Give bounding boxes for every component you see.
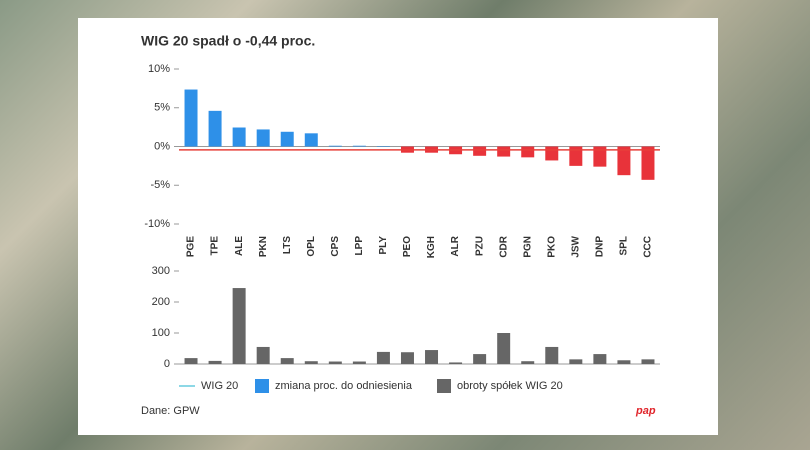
bar — [376, 351, 390, 364]
x-tick-label: ALE — [234, 236, 245, 256]
x-tick-label: JSW — [570, 235, 581, 257]
bar — [449, 362, 463, 364]
panel — [78, 18, 718, 435]
legend-label: obroty spółek WIG 20 — [457, 380, 563, 392]
bar — [232, 127, 246, 147]
bar — [232, 288, 246, 364]
bar — [425, 350, 439, 364]
bar — [545, 146, 559, 161]
bar — [208, 360, 222, 364]
legend-swatch — [255, 379, 269, 393]
x-tick-label: SPL — [619, 236, 630, 255]
y-tick-label: -5% — [150, 179, 170, 191]
bar — [256, 346, 270, 364]
bar — [569, 359, 583, 364]
bar — [521, 361, 535, 364]
x-tick-label: TPE — [210, 236, 221, 256]
bar — [256, 129, 270, 147]
legend-label: WIG 20 — [201, 380, 238, 392]
y-tick-label: 300 — [152, 265, 170, 277]
bar — [400, 352, 414, 364]
bar — [304, 361, 318, 364]
x-tick-label: LTS — [282, 236, 293, 254]
y-tick-label: 0 — [164, 358, 170, 370]
x-tick-label: CDR — [498, 235, 509, 257]
bar — [352, 361, 366, 364]
x-tick-label: PLY — [378, 236, 389, 255]
y-tick-label: 0% — [154, 140, 170, 152]
bar — [569, 146, 583, 166]
x-tick-label: PKN — [258, 236, 269, 257]
y-tick-label: 10% — [148, 63, 170, 75]
bar — [208, 110, 222, 147]
x-tick-label: OPL — [306, 236, 317, 257]
y-tick-label: 100 — [152, 327, 170, 339]
bar — [641, 359, 655, 364]
x-tick-label: KGH — [426, 236, 437, 258]
y-tick-label: 5% — [154, 102, 170, 114]
legend-swatch — [437, 379, 451, 393]
bar — [473, 354, 487, 364]
x-tick-label: DNP — [595, 236, 606, 257]
chart-title: WIG 20 spadł o -0,44 proc. — [141, 33, 315, 49]
x-tick-label: PGN — [522, 236, 533, 258]
bar — [593, 354, 607, 364]
x-tick-label: PKO — [546, 236, 557, 258]
bar — [352, 145, 366, 147]
source: Dane: GPW — [141, 405, 200, 417]
x-tick-label: PZU — [474, 236, 485, 256]
bar — [280, 358, 294, 364]
bar — [617, 360, 631, 364]
x-tick-label: CPS — [330, 236, 341, 257]
x-tick-label: PGE — [186, 236, 197, 257]
bar — [593, 146, 607, 167]
bar — [545, 346, 559, 364]
y-tick-label: 200 — [152, 296, 170, 308]
x-tick-label: PEO — [402, 236, 413, 257]
bar — [280, 131, 294, 147]
bar — [521, 146, 535, 158]
bar — [497, 333, 511, 364]
bar — [641, 146, 655, 180]
bar — [617, 146, 631, 176]
bar — [328, 361, 342, 364]
x-tick-label: ALR — [450, 235, 461, 256]
bar — [376, 146, 390, 147]
bar — [473, 146, 487, 156]
x-tick-label: LPP — [354, 236, 365, 256]
legend-label: zmiana proc. do odniesienia — [275, 380, 413, 392]
bar — [328, 145, 342, 147]
bar — [497, 146, 511, 157]
logo: pap — [635, 405, 656, 417]
bar — [184, 89, 198, 147]
bar — [304, 133, 318, 147]
y-tick-label: -10% — [144, 218, 170, 230]
bar — [184, 358, 198, 364]
x-tick-label: CCC — [643, 236, 654, 258]
